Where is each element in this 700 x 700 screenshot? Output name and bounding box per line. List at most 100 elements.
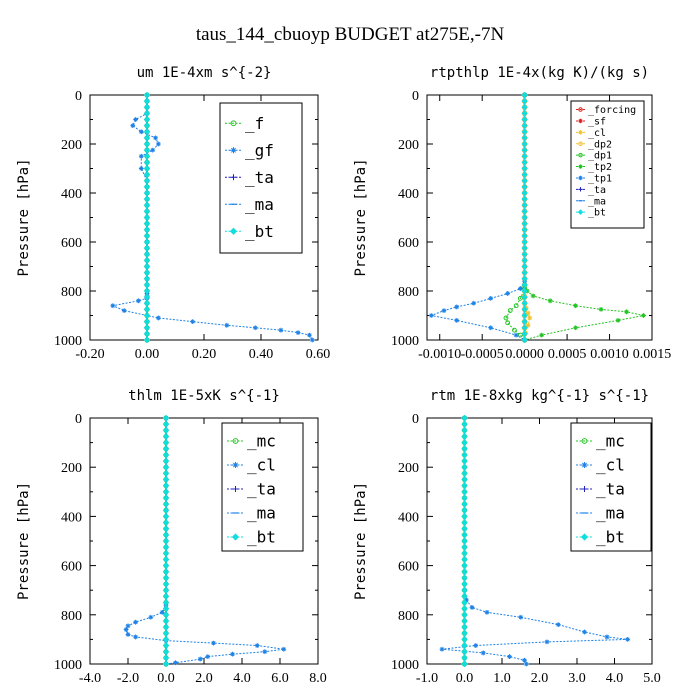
data-point <box>143 336 151 344</box>
data-point <box>162 537 170 545</box>
data-point <box>162 494 170 502</box>
data-point <box>518 614 524 620</box>
legend-item: _bt <box>227 528 276 547</box>
data-point <box>162 531 170 539</box>
data-point <box>521 183 528 191</box>
data-point <box>143 202 151 209</box>
data-point <box>136 298 141 304</box>
data-point <box>624 309 629 315</box>
data-point <box>162 654 170 662</box>
data-point <box>162 556 170 563</box>
data-point <box>507 654 512 660</box>
x-tick-label: -0.20 <box>75 347 104 362</box>
panels: um 1E-4xm s^{-2} Pressure [hPa] 0 200 400 600… <box>16 65 671 686</box>
data-point <box>461 414 468 422</box>
data-point <box>454 304 460 310</box>
data-point <box>190 319 195 325</box>
data-point <box>162 427 170 434</box>
x-tick-label: 2.0 <box>195 671 213 686</box>
legend-item: _tp2 <box>576 162 612 173</box>
data-point <box>461 568 468 575</box>
data-point <box>162 457 170 465</box>
y-tick-label: 200 <box>398 461 419 476</box>
data-point <box>461 525 468 532</box>
legend-item: _cl <box>227 456 276 475</box>
data-point <box>162 623 170 631</box>
y-tick-label: 600 <box>398 236 419 251</box>
data-point <box>461 427 468 434</box>
figure-title: taus_144_cbuoyp BUDGET at275E,-7N <box>196 24 505 45</box>
legend-marker <box>580 533 589 541</box>
panel-1: um 1E-4xm s^{-2} Pressure [hPa] 0 200 400 600… <box>16 65 330 362</box>
legend-label: _bt <box>588 208 606 219</box>
data-point <box>143 195 151 203</box>
data-point <box>130 123 136 129</box>
data-point <box>162 593 170 600</box>
legend-item: _sf <box>576 116 606 127</box>
y-tick-label: 1000 <box>54 334 82 349</box>
data-point <box>121 308 127 313</box>
data-point <box>461 636 468 643</box>
legend-marker <box>581 486 588 492</box>
data-point <box>162 587 170 594</box>
data-point <box>461 648 468 655</box>
data-point <box>143 238 151 246</box>
x-tick-label: 4.0 <box>233 671 251 686</box>
y-tick-label: 0 <box>412 412 419 427</box>
data-point <box>461 630 468 637</box>
legend-marker <box>578 130 583 135</box>
legend-label: _mc <box>596 432 625 451</box>
data-point <box>521 281 528 289</box>
legend-marker <box>232 462 239 468</box>
legend-item: _mc <box>576 432 625 451</box>
legend: _mc _cl _ta _ma _bt <box>570 422 652 552</box>
y-tick-label: 200 <box>398 138 419 153</box>
data-point <box>138 153 144 159</box>
data-point <box>278 327 284 333</box>
data-point <box>604 634 610 640</box>
data-point <box>125 623 131 629</box>
x-tick-label: 3.0 <box>568 671 586 686</box>
x-tick-label: 0.0010 <box>590 347 629 362</box>
data-point <box>461 623 468 631</box>
data-point <box>143 293 151 301</box>
data-point <box>461 556 468 563</box>
data-point <box>162 470 170 477</box>
data-point <box>521 251 528 258</box>
y-axis-label: Pressure [hPa] <box>353 482 369 600</box>
legend-item: _cl <box>576 456 625 475</box>
data-point <box>521 300 528 307</box>
legend-item: _mc <box>227 432 276 451</box>
legend-label: _f <box>245 114 264 133</box>
data-point <box>488 295 494 301</box>
data-point <box>461 482 468 489</box>
data-point <box>143 263 151 270</box>
data-point <box>527 315 533 321</box>
data-point <box>162 550 170 557</box>
data-point <box>521 146 528 154</box>
data-point <box>162 630 170 637</box>
legend-item: _gf <box>225 141 274 160</box>
data-point <box>547 298 553 304</box>
panel-3: thlm 1E-5xK s^{-1} Pressure [hPa] 0 200 400 6… <box>16 388 327 686</box>
legend-label: _ta <box>247 480 276 499</box>
data-point <box>454 318 460 323</box>
data-point <box>150 147 156 153</box>
data-point <box>461 562 468 569</box>
data-point <box>461 464 468 471</box>
data-point <box>461 550 468 557</box>
x-tick-label: 4.0 <box>606 671 624 686</box>
y-tick-label: 400 <box>398 187 419 202</box>
data-point <box>598 306 604 312</box>
x-tick-label: -0.0005 <box>461 347 504 362</box>
data-point <box>521 263 528 270</box>
data-point <box>544 639 550 645</box>
legend: _forcing_sf_cl_dp2_dp1_tp2_tp1_ta_ma_bt <box>570 100 645 229</box>
data-point <box>143 110 151 117</box>
y-tick-label: 0 <box>75 412 82 427</box>
data-point <box>143 159 151 166</box>
data-point <box>461 507 468 514</box>
data-point <box>461 599 468 606</box>
legend-label: _cl <box>596 456 625 475</box>
